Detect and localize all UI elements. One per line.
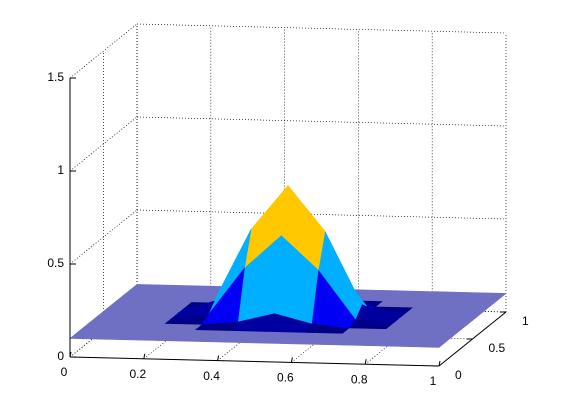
surface-face [216,336,263,344]
z-tick-label: 1.5 [47,70,64,84]
grid-line [136,116,507,127]
grid-line [136,209,507,220]
surface-face [364,339,410,347]
x-tick-label: 1 [430,374,437,388]
surface-face [106,333,152,341]
x-axis [69,356,440,367]
x-tick [290,357,293,363]
surface-face [401,340,447,348]
x-tick [438,360,441,367]
surface-face [69,332,115,340]
grid-line [136,23,507,34]
y-tick-label: 0 [455,368,462,382]
x-tick [143,353,146,359]
z-tick-label: 0 [57,349,64,363]
x-tick [364,359,367,365]
x-tick [69,351,72,358]
z-tick-label: 1 [57,163,64,177]
x-tick-label: 0.2 [129,367,146,381]
x-tick-label: 0.4 [203,369,220,383]
y-tick-label: 0.5 [489,341,506,355]
surface-face [253,337,299,345]
z-tick-label: 0.5 [47,256,64,270]
grid-line [69,23,138,79]
surface-face [327,338,373,346]
surface-face [179,335,226,343]
y-tick-label: 1 [522,314,529,328]
x-tick-label: 0.6 [277,371,294,385]
x-tick-label: 0.8 [351,372,368,386]
surface-face [142,334,189,342]
surface-face [290,338,336,346]
x-tick [217,355,220,361]
x-tick-label: 0 [61,365,68,379]
